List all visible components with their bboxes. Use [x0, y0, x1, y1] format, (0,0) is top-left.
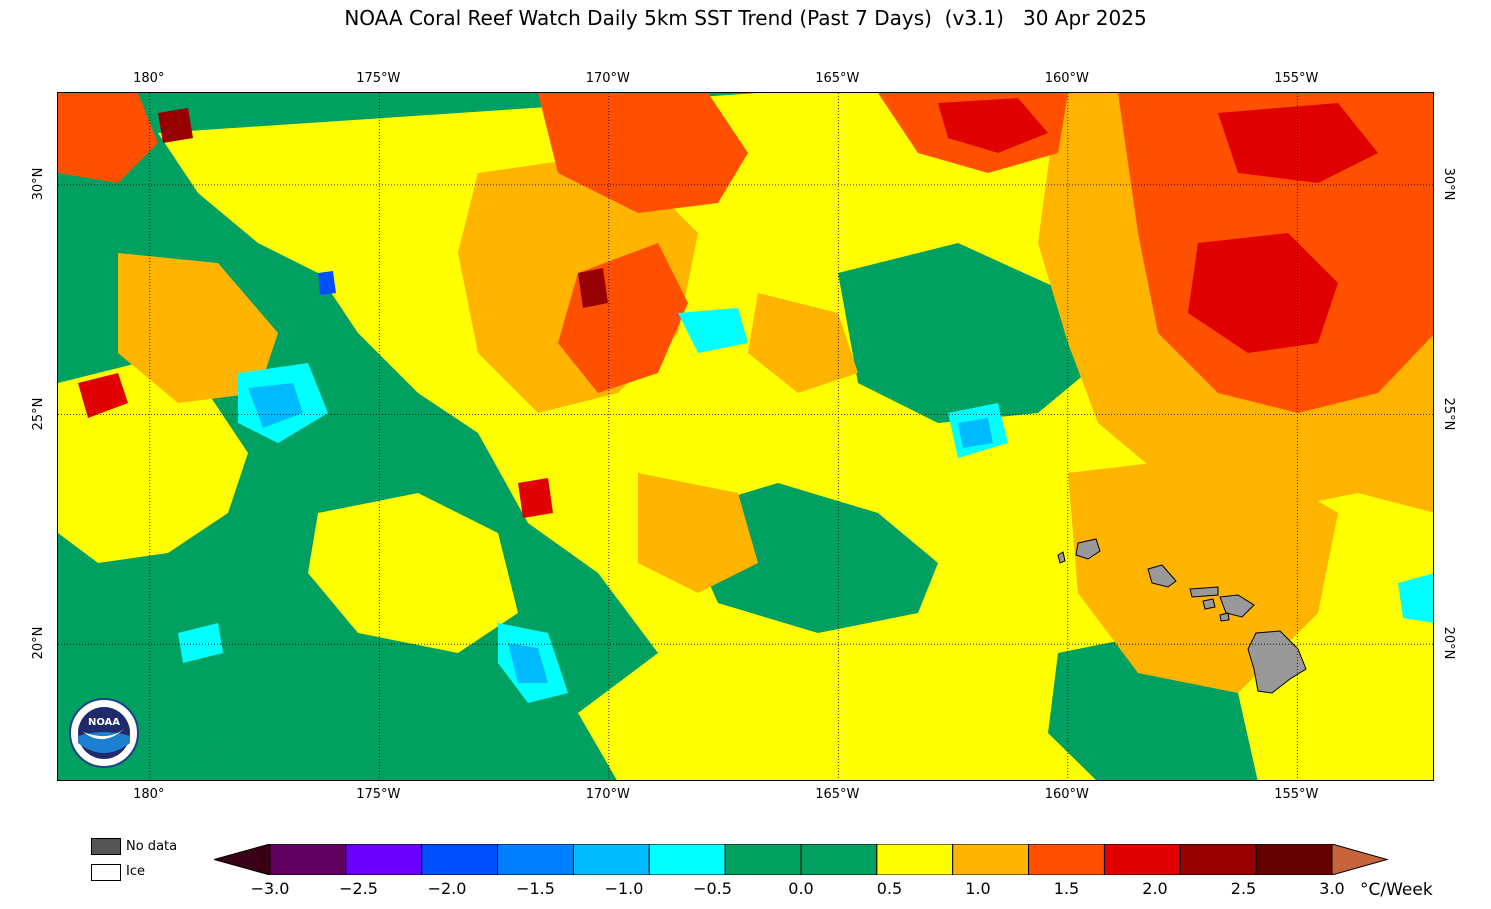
colorbar-bin: [876, 844, 954, 875]
colorbar-tick-label: −1.0: [604, 879, 644, 898]
sst-trend-map[interactable]: [57, 92, 1434, 781]
trend-region-red: [1188, 233, 1338, 353]
colorbar-unit: °C/Week: [1360, 880, 1433, 900]
colorbar-tick-label: −1.5: [516, 879, 555, 898]
colorbar-bin: [421, 844, 499, 875]
trend-region-light-blue: [508, 643, 548, 683]
colorbar-tick-label: 2.5: [1230, 879, 1257, 898]
grid-lines: [58, 93, 1433, 780]
trend-region-red: [78, 373, 128, 418]
colorbar-bin: [1028, 844, 1105, 875]
lon-tick-label: 160°W: [1044, 71, 1089, 86]
trend-region-red: [518, 478, 553, 518]
trend-region-green: [838, 243, 1098, 423]
island-hawaii: [1247, 630, 1307, 694]
colorbar-bin: [800, 844, 878, 875]
lon-tick-label: 170°W: [585, 787, 630, 802]
colorbar-tick-label: −3.0: [250, 879, 290, 898]
island-molokai: [1189, 586, 1219, 598]
map-title: NOAA Coral Reef Watch Daily 5km SST Tren…: [344, 6, 1147, 30]
colorbar-bin: [345, 844, 423, 875]
colorbar-bin: [269, 844, 347, 875]
lon-tick-label: 165°W: [815, 787, 860, 802]
lon-tick-label: 165°W: [815, 71, 860, 86]
trend-region-orange: [118, 253, 278, 403]
lat-tick-label: 25°N: [1440, 397, 1456, 430]
trend-region-orange: [748, 293, 858, 393]
trend-region-light-blue: [958, 418, 993, 448]
colorbar-low-extend: [214, 844, 271, 875]
colorbar-bin: [497, 844, 574, 875]
island-kahoolawe: [1219, 612, 1230, 622]
lat-tick-label: 20°N: [30, 626, 46, 660]
trend-region-dark-red: [158, 108, 193, 143]
colorbar-tick-label: 0.5: [876, 879, 903, 898]
island-kauai: [1075, 538, 1101, 560]
trend-region-yellow: [308, 493, 518, 653]
sst-trend-field: [58, 93, 1433, 780]
colorbar-tick-label: 2.0: [1142, 879, 1168, 898]
trend-region-light-blue: [248, 383, 303, 428]
lon-tick-label: 160°W: [1044, 787, 1089, 802]
lon-tick-label: 175°W: [356, 71, 401, 86]
colorbar-tick-label: 3.0: [1319, 879, 1345, 898]
trend-region-blue: [318, 271, 336, 295]
trend-region-red-orange: [58, 93, 158, 183]
no-data-swatch: [91, 838, 121, 855]
lon-tick-label: 180°: [133, 71, 165, 86]
island-lanai: [1202, 598, 1216, 610]
island-maui: [1219, 594, 1255, 618]
lon-tick-label: 155°W: [1274, 787, 1319, 802]
lat-tick-label: 20°N: [1440, 626, 1456, 660]
colorbar-bin: [1179, 844, 1257, 875]
trend-region-red-orange: [538, 93, 748, 213]
lat-tick-label: 30°N: [1440, 167, 1456, 201]
trend-region-dark-red: [578, 268, 608, 308]
colorbar-tick-label: 0.0: [788, 879, 814, 898]
ice-label: Ice: [126, 864, 145, 879]
colorbar-tick-label: −2.5: [339, 879, 378, 898]
colorbar-bin: [648, 844, 726, 875]
trend-region-red: [1218, 103, 1378, 183]
trend-region-cyan: [178, 623, 223, 663]
trend-region-yellow: [58, 363, 248, 563]
colorbar-tick-label: 1.5: [1053, 879, 1080, 898]
lat-tick-label: 25°N: [30, 397, 46, 430]
island-niihau: [1057, 551, 1066, 564]
lon-tick-label: 175°W: [356, 787, 401, 802]
colorbar-bin: [572, 844, 650, 875]
noaa-logo-text: NOAA: [88, 717, 120, 728]
lon-tick-label: 170°W: [585, 71, 630, 86]
colorbar-bin: [724, 844, 802, 875]
colorbar-bin: [1255, 844, 1333, 875]
colorbar-high-extend: [1331, 844, 1389, 875]
noaa-logo: NOAA: [69, 698, 139, 768]
colorbar-tick-label: −2.0: [427, 879, 467, 898]
colorbar-tick-label: −0.5: [693, 879, 732, 898]
lat-tick-label: 30°N: [30, 167, 46, 201]
ice-swatch: [91, 864, 121, 881]
no-data-label: No data: [126, 839, 178, 854]
colorbar-tick-label: 1.0: [965, 879, 991, 898]
colorbar: [214, 844, 1389, 875]
trend-region-red: [938, 98, 1048, 153]
colorbar-bin: [952, 844, 1030, 875]
lon-tick-label: 180°: [133, 787, 165, 802]
colorbar-bin: [1103, 844, 1181, 875]
trend-region-cyan: [678, 308, 748, 353]
lon-tick-label: 155°W: [1274, 71, 1319, 86]
trend-region-cyan: [1398, 573, 1433, 623]
trend-region-orange: [638, 473, 758, 593]
island-oahu: [1147, 564, 1177, 588]
